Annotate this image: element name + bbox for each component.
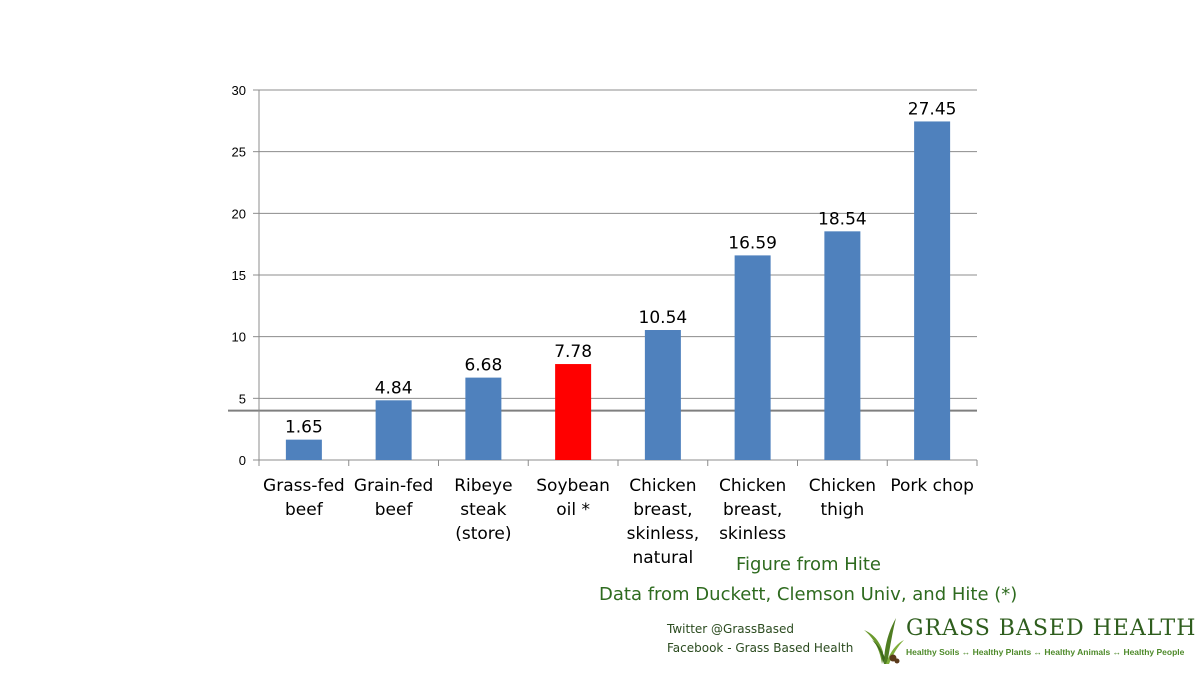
category-label: beef xyxy=(285,500,324,520)
category-label: skinless xyxy=(719,524,786,544)
data-label: 1.65 xyxy=(285,418,323,438)
y-tick-label: 30 xyxy=(232,83,246,98)
gridlines xyxy=(259,89,977,399)
logo-name: Grass Based Health xyxy=(906,616,1197,641)
category-label: breast, xyxy=(723,500,782,520)
category-label: breast, xyxy=(633,500,692,520)
data-label: 4.84 xyxy=(375,378,413,398)
category-label: natural xyxy=(632,548,693,568)
data-label: 18.54 xyxy=(818,209,867,229)
grass-plant-icon xyxy=(864,618,904,664)
data-label: 6.68 xyxy=(464,356,502,376)
y-tick-label: 0 xyxy=(239,453,246,468)
y-tick-label: 25 xyxy=(232,145,246,160)
bar xyxy=(914,121,951,460)
bar xyxy=(644,330,681,460)
bar xyxy=(555,364,592,460)
y-tick-label: 20 xyxy=(232,206,246,221)
category-label: beef xyxy=(375,500,414,520)
category-label: skinless, xyxy=(627,524,700,544)
facebook-page: Facebook - Grass Based Health xyxy=(667,641,854,655)
twitter-handle: Twitter @GrassBased xyxy=(667,622,794,636)
category-label: (store) xyxy=(455,524,511,544)
bar xyxy=(285,439,322,460)
y-tick-label: 5 xyxy=(239,391,246,406)
category-label: Chicken xyxy=(809,476,876,496)
category-label: oil * xyxy=(556,500,590,520)
y-tick-label: 15 xyxy=(232,268,246,283)
data-label: 27.45 xyxy=(908,99,957,119)
bar xyxy=(824,231,861,460)
category-label: thigh xyxy=(821,500,865,520)
bar xyxy=(734,255,771,460)
category-label: Chicken xyxy=(719,476,786,496)
data-credit: Data from Duckett, Clemson Univ, and Hit… xyxy=(599,584,1018,605)
category-label: Ribeye xyxy=(454,476,512,496)
logo-tagline: Healthy Soils ↔ Healthy Plants ↔ Healthy… xyxy=(906,647,1185,657)
category-label: Chicken xyxy=(629,476,696,496)
bars xyxy=(285,121,951,460)
labels: 1.65 Grass-fed beef 4.84 Grain-fed beef 6.68 Ri… xyxy=(263,99,974,568)
y-tick-label: 10 xyxy=(232,330,246,345)
bar xyxy=(375,400,412,460)
bar xyxy=(465,377,502,460)
data-label: 10.54 xyxy=(639,308,688,328)
data-label: 16.59 xyxy=(728,233,777,253)
grass-based-health-logo: Grass Based Health Healthy Soils ↔ Healt… xyxy=(862,610,1195,666)
figure-credit: Figure from Hite xyxy=(736,554,881,575)
category-label: Pork chop xyxy=(890,476,974,496)
category-label: Grass-fed xyxy=(263,476,345,496)
category-label: Soybean xyxy=(536,476,610,496)
data-label: 7.78 xyxy=(554,342,592,362)
category-label: steak xyxy=(460,500,506,520)
category-label: Grain-fed xyxy=(354,476,433,496)
